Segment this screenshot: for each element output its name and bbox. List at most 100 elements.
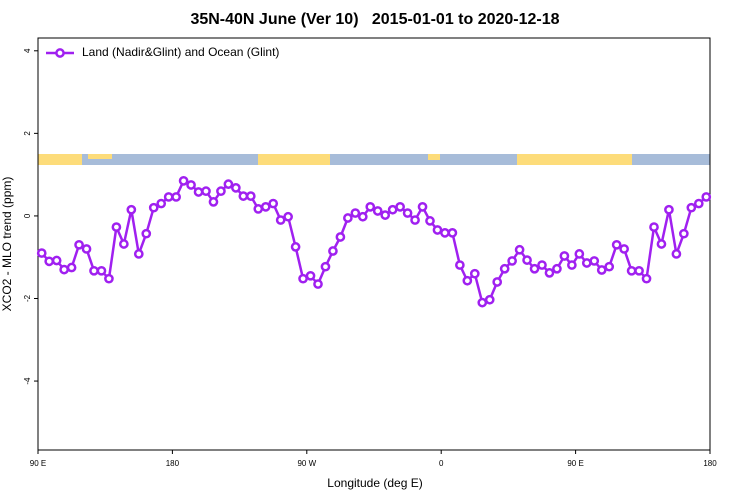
data-point — [529, 263, 540, 274]
data-point — [395, 201, 405, 212]
data-point — [619, 244, 629, 254]
data-point — [238, 191, 249, 201]
data-point — [693, 198, 704, 209]
data-point — [581, 258, 592, 268]
data-point — [574, 249, 585, 259]
data-point — [484, 294, 495, 305]
data-point — [402, 208, 413, 218]
data-point — [216, 186, 226, 197]
data-point — [305, 270, 316, 281]
data-point — [357, 211, 368, 222]
data-point — [686, 202, 697, 213]
data-point — [440, 228, 450, 238]
x-tick-label: 90 E — [30, 459, 46, 468]
data-point — [507, 256, 517, 266]
data-point — [193, 187, 204, 197]
data-point — [343, 213, 353, 223]
x-tick-label: 90 E — [567, 459, 583, 468]
data-point — [66, 262, 77, 273]
x-tick-label: 90 W — [297, 459, 316, 468]
data-point — [701, 192, 712, 202]
data-point — [260, 201, 271, 212]
data-point — [298, 273, 308, 284]
data-point — [156, 198, 167, 209]
data-point — [641, 273, 652, 284]
data-point — [462, 275, 473, 286]
data-point — [119, 239, 129, 249]
data-point — [664, 204, 674, 215]
data-point — [89, 265, 99, 276]
data-point — [201, 186, 211, 197]
legend-label: Land (Nadir&Glint) and Ocean (Glint) — [82, 45, 279, 59]
data-point — [141, 228, 152, 239]
data-point — [544, 268, 555, 278]
y-tick-label: -4 — [23, 377, 32, 385]
x-tick-label: 180 — [166, 459, 180, 468]
data-point — [552, 263, 562, 274]
data-point — [178, 175, 189, 186]
data-point — [559, 251, 570, 261]
y-tick-label: 2 — [23, 131, 32, 136]
data-point — [313, 279, 323, 289]
data-point — [275, 215, 286, 225]
series-line — [40, 179, 708, 304]
data-point — [96, 265, 107, 276]
data-point — [245, 191, 256, 201]
x-tick-label: 0 — [439, 459, 444, 468]
legend-marker — [55, 48, 65, 58]
data-point — [163, 192, 174, 202]
data-point — [514, 244, 525, 255]
data-point — [223, 179, 234, 189]
x-axis-label: Longitude (deg E) — [327, 476, 422, 490]
plot-frame — [37, 37, 711, 451]
data-point — [537, 260, 547, 270]
data-point — [59, 264, 69, 275]
data-point — [387, 204, 398, 215]
data-point — [81, 244, 92, 254]
data-point — [51, 255, 62, 266]
data-point — [492, 277, 503, 287]
data-point — [611, 239, 622, 250]
data-point — [74, 239, 84, 250]
data-point — [111, 222, 122, 232]
data-point — [328, 246, 338, 256]
data-point — [126, 204, 137, 215]
y-tick-label: 4 — [23, 48, 32, 53]
data-point — [320, 261, 331, 272]
data-point — [425, 216, 435, 226]
data-point — [268, 198, 279, 209]
data-point — [44, 256, 55, 267]
data-point — [350, 208, 361, 218]
data-point — [380, 210, 391, 220]
data-point — [335, 232, 346, 242]
data-point — [432, 225, 443, 235]
data-point — [656, 239, 667, 249]
chart-title: 35N-40N June (Ver 10) 2015-01-01 to 2020… — [190, 11, 559, 28]
data-point — [171, 192, 181, 202]
data-point — [679, 228, 689, 239]
data-point — [649, 222, 659, 232]
data-point — [133, 249, 144, 259]
data-point — [36, 248, 47, 258]
data-point — [231, 183, 241, 193]
data-point — [567, 260, 577, 270]
data-point — [253, 204, 264, 214]
data-point — [186, 180, 196, 190]
data-point — [671, 249, 682, 259]
data-point — [522, 255, 532, 265]
data-point — [417, 201, 428, 212]
data-point — [596, 265, 607, 275]
land-ocean-strip — [38, 154, 710, 165]
y-axis-label: XCO2 - MLO trend (ppm) — [0, 177, 14, 312]
data-point — [148, 202, 159, 213]
data-point — [208, 197, 219, 207]
data-point — [477, 297, 488, 308]
y-tick-label: 0 — [23, 213, 32, 218]
data-point — [469, 268, 480, 279]
data-point — [447, 228, 458, 238]
data-point — [626, 265, 637, 276]
y-tick-label: -2 — [23, 294, 32, 302]
data-point — [589, 256, 600, 266]
data-point — [604, 261, 615, 272]
